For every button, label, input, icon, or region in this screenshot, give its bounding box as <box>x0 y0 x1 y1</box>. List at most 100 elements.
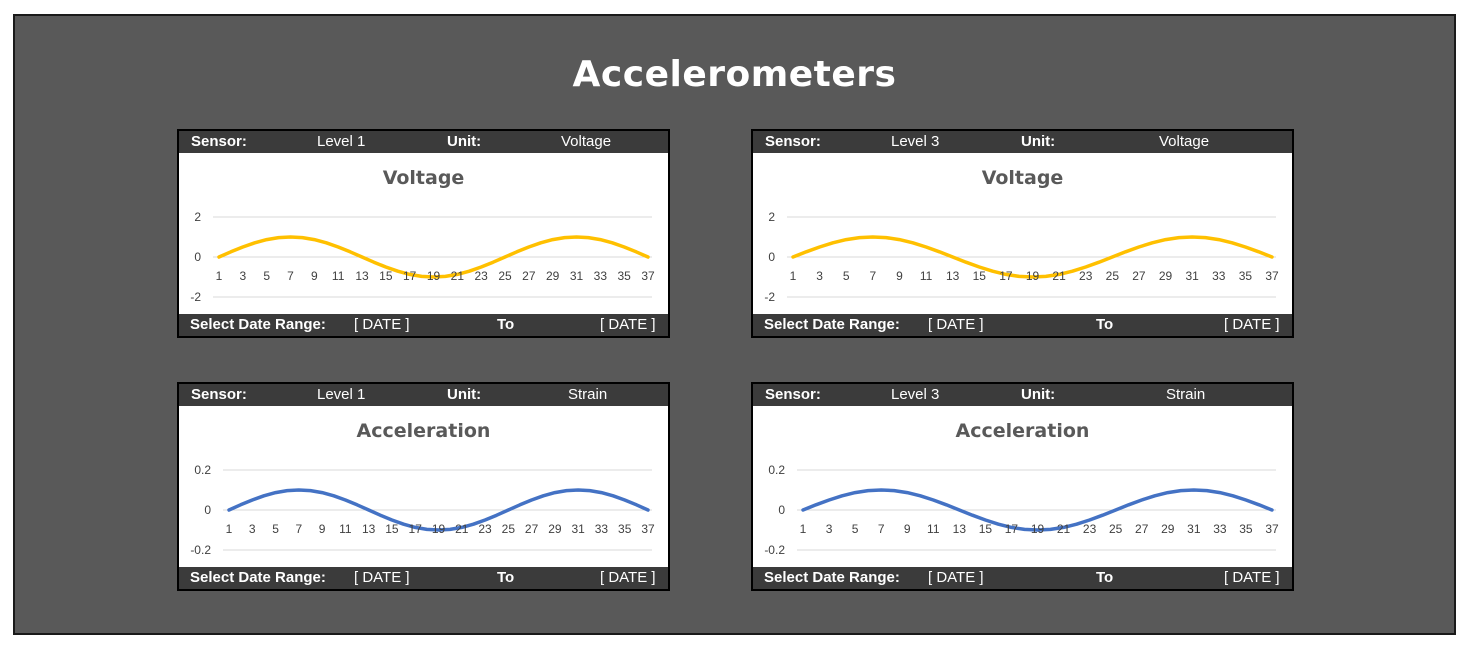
line-chart: 20-21 3 5 7 9 11 13 15 17 19 21 23 25 27 29 31 33 35 37 <box>190 210 655 304</box>
x-tick-label: 27 <box>525 522 539 536</box>
x-tick-label: 1 <box>216 269 223 283</box>
start-date-field[interactable]: [ DATE ] <box>354 569 410 586</box>
chart-title: Voltage <box>981 167 1064 189</box>
x-tick-label: 3 <box>239 269 246 283</box>
chart-panel-acceleration-level1: Sensor: Level 1 Unit: Strain Acceleratio… <box>177 382 670 591</box>
unit-value[interactable]: Strain <box>1166 386 1206 403</box>
end-date-field[interactable]: [ DATE ] <box>1224 569 1280 586</box>
series-line <box>801 488 1274 532</box>
chart-area: Voltage 2 0 -2 1 3 5 7 9 11 13 15 17 19 21 23 25 27 29 31 3… <box>179 153 668 314</box>
x-tick-label: 23 <box>1079 269 1093 283</box>
unit-value[interactable]: Strain <box>568 386 608 403</box>
panel-header: Sensor: Level 3 Unit: Strain <box>753 384 1292 406</box>
series-line <box>227 488 650 532</box>
y-tick-label: 0 <box>778 503 785 517</box>
end-date-field[interactable]: [ DATE ] <box>1224 316 1280 333</box>
x-tick-label: 33 <box>1212 269 1226 283</box>
x-tick-label: 21 <box>455 522 469 536</box>
start-date-field[interactable]: [ DATE ] <box>928 316 984 333</box>
chart-area: Acceleration 0.2 0 -0.2 1 3 5 7 9 11 13 15 17 19 21 23… <box>179 406 668 567</box>
date-range-label: Select Date Range: <box>764 316 900 333</box>
x-tick-label: 1 <box>800 522 807 536</box>
x-tick-label: 35 <box>618 522 632 536</box>
end-date-field[interactable]: [ DATE ] <box>600 316 656 333</box>
x-tick-label: 25 <box>1106 269 1120 283</box>
x-tick-label: 17 <box>999 269 1013 283</box>
x-tick-label: 11 <box>920 269 933 283</box>
y-tick-label: 0 <box>768 250 775 264</box>
unit-value[interactable]: Voltage <box>561 133 612 150</box>
x-tick-label: 5 <box>843 269 850 283</box>
x-tick-label: 15 <box>379 269 393 283</box>
to-label: To <box>1096 316 1114 333</box>
sensor-value[interactable]: Level 1 <box>317 133 366 150</box>
x-tick-label: 17 <box>1005 522 1019 536</box>
series-line <box>217 235 650 279</box>
x-tick-label: 15 <box>385 522 399 536</box>
panel-header: Sensor: Level 1 Unit: Strain <box>179 384 668 406</box>
series-line <box>791 235 1274 279</box>
y-tick-label: -0.2 <box>190 543 211 557</box>
end-date-field[interactable]: [ DATE ] <box>600 569 656 586</box>
sensor-value[interactable]: Level 3 <box>891 386 940 403</box>
x-tick-label: 37 <box>1265 269 1279 283</box>
x-tick-label: 27 <box>522 269 536 283</box>
x-tick-label: 33 <box>594 269 608 283</box>
unit-label: Unit: <box>447 133 482 150</box>
x-tick-label: 21 <box>1057 522 1071 536</box>
x-tick-label: 1 <box>226 522 233 536</box>
start-date-field[interactable]: [ DATE ] <box>928 569 984 586</box>
x-tick-label: 17 <box>403 269 417 283</box>
x-tick-label: 9 <box>319 522 326 536</box>
line-chart: 0.20-0.21 3 5 7 9 11 13 15 17 19 21 23 25 27 29 31 33 35 3… <box>764 463 1279 557</box>
to-label: To <box>1096 569 1114 586</box>
chart-area: Acceleration 0.2 0 -0.2 1 3 5 7 9 11 13 15 17 19 21 23… <box>753 406 1292 567</box>
x-tick-label: 13 <box>355 269 369 283</box>
panel-header: Sensor: Level 1 Unit: Voltage <box>179 131 668 153</box>
x-tick-label: 17 <box>409 522 423 536</box>
x-tick-label: 37 <box>641 522 655 536</box>
x-tick-label: 25 <box>1109 522 1123 536</box>
chart-panel-voltage-level3: Sensor: Level 3 Unit: Voltage Voltage 2 0… <box>751 129 1294 338</box>
to-label: To <box>497 316 515 333</box>
x-tick-label: 13 <box>946 269 960 283</box>
x-tick-label: 35 <box>1239 269 1253 283</box>
x-tick-label: 19 <box>1031 522 1045 536</box>
sensor-value[interactable]: Level 1 <box>317 386 366 403</box>
date-range-label: Select Date Range: <box>190 569 326 586</box>
start-date-field[interactable]: [ DATE ] <box>354 316 410 333</box>
y-tick-label: 2 <box>194 210 201 224</box>
x-tick-label: 19 <box>1026 269 1040 283</box>
x-tick-label: 35 <box>617 269 631 283</box>
x-tick-label: 7 <box>869 269 876 283</box>
unit-value[interactable]: Voltage <box>1159 133 1210 150</box>
x-tick-label: 3 <box>249 522 256 536</box>
x-tick-label: 3 <box>816 269 823 283</box>
x-tick-label: 5 <box>263 269 270 283</box>
to-label: To <box>497 569 515 586</box>
date-range-bar: Select Date Range: [ DATE ] To [ DATE ] <box>179 314 668 336</box>
x-tick-label: 25 <box>502 522 516 536</box>
x-tick-label: 7 <box>878 522 885 536</box>
x-tick-label: 5 <box>272 522 279 536</box>
y-tick-label: 0 <box>204 503 211 517</box>
y-tick-label: -2 <box>764 290 775 304</box>
x-tick-label: 31 <box>571 522 585 536</box>
x-tick-label: 19 <box>432 522 446 536</box>
unit-label: Unit: <box>447 386 482 403</box>
sensor-label: Sensor: <box>191 133 247 150</box>
x-tick-label: 19 <box>427 269 441 283</box>
y-tick-label: -2 <box>190 290 201 304</box>
chart-title: Acceleration <box>955 420 1090 442</box>
x-tick-label: 21 <box>1052 269 1066 283</box>
x-tick-label: 7 <box>295 522 302 536</box>
x-tick-label: 33 <box>1213 522 1227 536</box>
x-tick-label: 31 <box>570 269 584 283</box>
x-tick-label: 29 <box>1159 269 1173 283</box>
x-tick-label: 23 <box>1083 522 1097 536</box>
date-range-bar: Select Date Range: [ DATE ] To [ DATE ] <box>753 567 1292 589</box>
unit-label: Unit: <box>1021 133 1056 150</box>
sensor-value[interactable]: Level 3 <box>891 133 940 150</box>
x-tick-label: 37 <box>641 269 655 283</box>
line-chart: 20-21 3 5 7 9 11 13 15 17 19 21 23 25 27 29 31 33 35 37 <box>764 210 1279 304</box>
